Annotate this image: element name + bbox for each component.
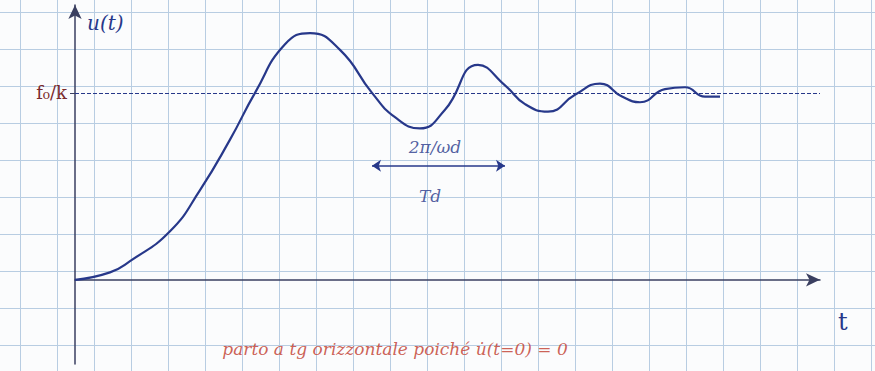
svg-text:parto a tg orizzontale poiché: parto a tg orizzontale poiché u̇(t=0) = … xyxy=(222,339,568,359)
svg-text:t: t xyxy=(838,308,848,336)
svg-text:2π/ωd: 2π/ωd xyxy=(408,137,462,157)
svg-text:Td: Td xyxy=(419,186,441,206)
svg-text:u(t): u(t) xyxy=(87,11,124,35)
svg-text:f₀/k: f₀/k xyxy=(36,82,68,103)
